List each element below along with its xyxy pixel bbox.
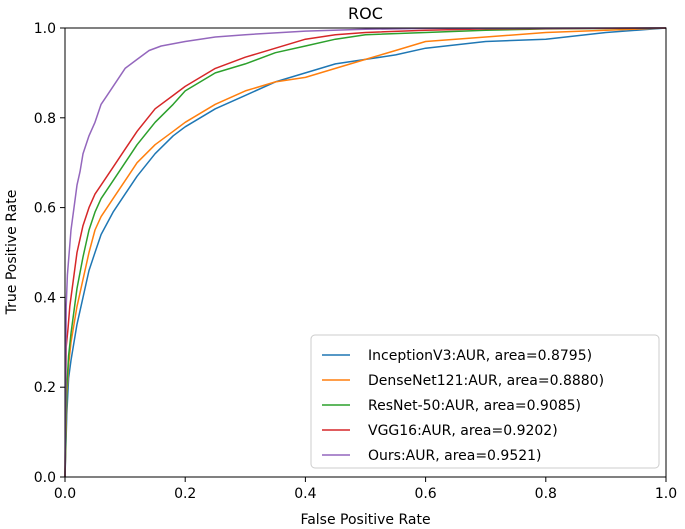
series-line-3 bbox=[64, 27, 667, 478]
x-tick-label: 0.0 bbox=[54, 486, 76, 502]
y-axis-label: True Positive Rate bbox=[4, 190, 20, 316]
series-layer bbox=[64, 27, 667, 478]
x-axis: 0.0 0.2 0.4 0.6 0.8 1.0 bbox=[54, 477, 677, 502]
x-tick-label: 0.6 bbox=[414, 486, 436, 502]
legend-label-4: VGG16:AUR, area=0.9202) bbox=[368, 423, 558, 439]
legend-label-3: ResNet-50:AUR, area=0.9085) bbox=[368, 398, 581, 414]
y-tick-label: 0.0 bbox=[34, 470, 56, 486]
x-tick-label: 0.2 bbox=[174, 486, 196, 502]
x-axis-label: False Positive Rate bbox=[300, 512, 430, 528]
series-line-4 bbox=[64, 27, 667, 478]
y-tick-label: 0.4 bbox=[34, 290, 56, 306]
y-axis: 0.0 0.2 0.4 0.6 0.8 1.0 bbox=[34, 21, 65, 486]
x-tick-label: 1.0 bbox=[655, 486, 677, 502]
y-tick-label: 0.6 bbox=[34, 201, 56, 217]
plot-frame bbox=[64, 27, 667, 478]
chart-title: ROC bbox=[348, 4, 383, 23]
legend-label-2: DenseNet121:AUR, area=0.8880) bbox=[368, 373, 604, 389]
x-tick-label: 0.8 bbox=[535, 486, 557, 502]
series-line-5 bbox=[64, 27, 667, 478]
x-tick-label: 0.4 bbox=[294, 486, 316, 502]
legend-label-5: Ours:AUR, area=0.9521) bbox=[368, 448, 542, 464]
series-line-2 bbox=[64, 27, 667, 478]
y-tick-label: 1.0 bbox=[34, 21, 56, 37]
y-tick-label: 0.8 bbox=[34, 111, 56, 127]
legend-label-1: InceptionV3:AUR, area=0.8795) bbox=[368, 348, 592, 364]
legend-box bbox=[310, 334, 660, 469]
legend: InceptionV3:AUR, area=0.8795) DenseNet121… bbox=[310, 334, 660, 469]
series-line-1 bbox=[64, 27, 667, 478]
y-tick-label: 0.2 bbox=[34, 380, 56, 396]
